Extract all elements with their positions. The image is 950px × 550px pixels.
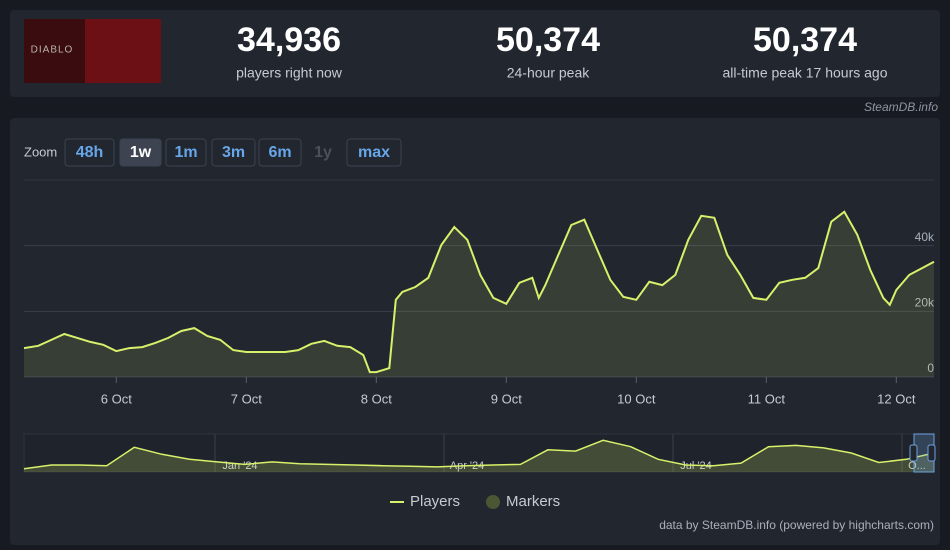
zoom-label: Zoom: [24, 144, 57, 159]
stat-label: all-time peak 17 hours ago: [723, 65, 888, 81]
x-tick-label: 10 Oct: [617, 391, 656, 406]
navigator-label: O...: [908, 460, 926, 472]
zoom-buttons: 48h 1w 1m 3m 6m 1y max: [64, 138, 402, 167]
x-tick-label: 6 Oct: [101, 391, 132, 406]
zoom-button[interactable]: [165, 138, 207, 167]
credit: SteamDB.info: [864, 100, 938, 114]
game-art: [85, 19, 161, 83]
x-tick-label: 11 Oct: [748, 391, 786, 406]
stat-label: players right now: [236, 65, 343, 81]
y-tick-label: 20k: [915, 296, 935, 310]
zoom-button-label: 1y: [314, 144, 332, 161]
navigator: Jan '24 Apr '24 Jul '24 O...: [23, 433, 936, 473]
x-tick-label: 8 Oct: [361, 391, 392, 406]
zoom-button[interactable]: [119, 138, 162, 167]
footer: data by SteamDB.info (powered by highcha…: [659, 518, 934, 532]
zoom-button[interactable]: [211, 138, 256, 167]
zoom-button-label[interactable]: max: [358, 144, 390, 161]
legend-label[interactable]: Markers: [506, 493, 560, 510]
x-tick-label: 12 Oct: [877, 391, 916, 406]
y-tick-label: 40k: [915, 230, 935, 244]
zoom-button-label[interactable]: 3m: [222, 144, 245, 161]
x-tick-label: 9 Oct: [491, 391, 522, 406]
stat-value: 50,374: [753, 21, 857, 59]
line: [23, 210, 935, 374]
legend-swatch: [486, 495, 500, 509]
legend-label[interactable]: Players: [410, 493, 460, 510]
zoom-button-label[interactable]: 1m: [174, 144, 197, 161]
navigator-handle[interactable]: [909, 444, 918, 462]
zoom-button-label[interactable]: 1w: [130, 144, 152, 161]
zoom-button[interactable]: [258, 138, 302, 167]
navigator-line: [23, 439, 935, 470]
x-tick-label: 7 Oct: [231, 391, 262, 406]
zoom-button-label[interactable]: 6m: [268, 144, 291, 161]
zoom-button[interactable]: [64, 138, 115, 167]
plot: 0 20k 40k 6 Oct 7 Oct 8 Oct 9 Oct 10 Oct 11 Oct 1…: [23, 179, 935, 406]
stat-value: 34,936: [237, 21, 341, 59]
header-panel: [10, 10, 940, 97]
stat-label: 24-hour peak: [507, 65, 591, 81]
zoom-button[interactable]: [346, 138, 402, 167]
game-logo: DIABLO: [31, 45, 74, 56]
area: [24, 211, 934, 377]
zoom-button-label[interactable]: 48h: [76, 144, 104, 161]
y-tick-label: 0: [927, 361, 934, 375]
navigator-handle[interactable]: [927, 444, 936, 462]
stat-value: 50,374: [496, 21, 600, 59]
